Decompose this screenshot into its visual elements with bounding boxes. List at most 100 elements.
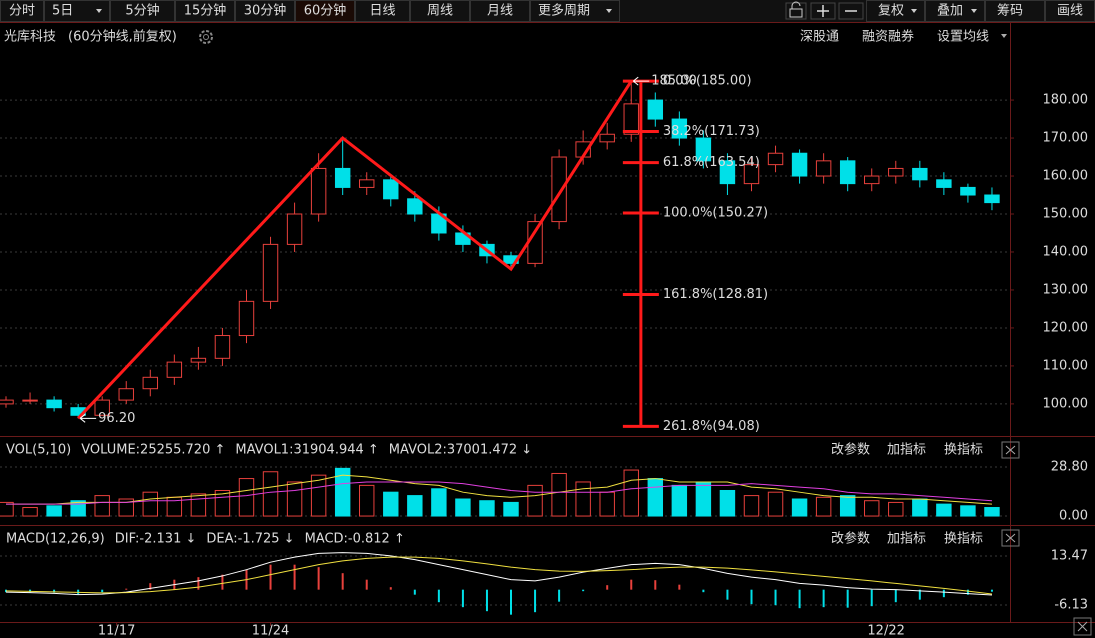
indicator-button[interactable]: 换指标: [944, 443, 983, 458]
candle-body: [286, 213, 303, 245]
volume-bar: [431, 488, 447, 517]
annotation-arrow: [632, 76, 650, 86]
toolbar-tab[interactable]: [110, 0, 175, 22]
candle-body: [527, 221, 543, 264]
zoom-in-button[interactable]: [810, 2, 836, 20]
candle-body: [214, 335, 231, 359]
y-tick-label: 160.00: [1043, 169, 1089, 184]
zoom-out-button[interactable]: [838, 2, 864, 20]
fib-label: 100.0%(150.27): [663, 205, 768, 220]
toolbar-button-label: 筹码: [997, 3, 1023, 19]
y-tick-label: 120.00: [1043, 320, 1089, 335]
header-link[interactable]: 设置均线: [937, 30, 989, 45]
x-tick-label: 11/24: [252, 624, 289, 638]
indicator-header: MAVOL2:37001.472 ↓: [389, 443, 532, 458]
scroll-corner[interactable]: [1073, 617, 1092, 636]
toolbar-tab[interactable]: [0, 0, 44, 22]
toolbar-tab[interactable]: [530, 0, 620, 22]
y-tick-label: 100.00: [1043, 396, 1089, 411]
indicator-button[interactable]: 改参数: [831, 442, 870, 458]
indicator-button[interactable]: 改参数: [831, 531, 870, 547]
toolbar-tab[interactable]: [410, 0, 470, 22]
volume-bar: [0, 501, 14, 517]
toolbar-tab[interactable]: [175, 0, 235, 22]
candle-body: [767, 152, 784, 166]
y-tick-label: 13.47: [1051, 549, 1088, 564]
y-tick-label: 140.00: [1043, 244, 1089, 259]
toolbar-tab[interactable]: [44, 0, 110, 22]
indicator-button[interactable]: 加指标: [887, 532, 926, 547]
volume-bar: [647, 478, 664, 517]
volume-bar: [479, 500, 495, 517]
fib-label: 38.2%(171.73): [663, 124, 760, 139]
volume-bar: [142, 491, 159, 517]
candle-body: [864, 175, 880, 185]
dropdown-arrow: [971, 9, 977, 13]
toolbar-button-label: 复权: [878, 3, 904, 19]
annotation-label: 96.20: [98, 411, 135, 426]
indicator-header: VOL(5,10): [6, 443, 71, 458]
candle-body: [407, 198, 423, 215]
button-frame: [1001, 441, 1020, 459]
toolbar-tab[interactable]: [470, 0, 530, 22]
y-tick-label: 110.00: [1043, 358, 1089, 373]
volume-bar: [743, 495, 760, 517]
indicator-button[interactable]: 换指标: [944, 532, 983, 547]
toolbar-tab-label: 30分钟: [244, 3, 287, 19]
candle-body: [695, 137, 712, 162]
close-vol[interactable]: [1001, 441, 1020, 459]
settings-icon[interactable]: [199, 30, 213, 44]
candle-body: [936, 179, 952, 188]
candle-body: [551, 156, 567, 223]
volume-bar: [383, 491, 399, 517]
candle-body: [22, 399, 38, 402]
chart-subtitle: (60分钟线,前复权): [68, 29, 177, 45]
volume-bar: [286, 481, 303, 517]
y-tick-label: 150.00: [1043, 207, 1089, 222]
annotation-label: 185.00: [651, 74, 697, 89]
toolbar-button[interactable]: [866, 0, 925, 22]
volume-bar: [912, 498, 928, 517]
button-frame: [785, 2, 807, 20]
volume-bar: [864, 500, 880, 517]
toolbar-tab-label: 5日: [52, 4, 73, 19]
volume-bar: [334, 467, 351, 517]
toolbar-tab[interactable]: [295, 0, 355, 22]
volume-bar: [407, 495, 423, 517]
indicator-line: [6, 552, 992, 596]
toolbar-tab-label: 15分钟: [184, 3, 227, 19]
indicator-button[interactable]: 加指标: [887, 443, 926, 458]
toolbar-button[interactable]: [925, 0, 985, 22]
button-frame: [838, 2, 864, 20]
toolbar-button-label: 叠加: [937, 4, 963, 19]
x-tick-label: 12/22: [867, 624, 904, 638]
indicator-line: [6, 556, 993, 595]
button-frame: [1073, 617, 1092, 636]
close-macd[interactable]: [1001, 529, 1020, 547]
toolbar-button[interactable]: [985, 0, 1045, 22]
stock-name: 光库科技: [4, 29, 56, 45]
volume-bar: [888, 501, 904, 517]
volume-bar: [22, 507, 38, 517]
toolbar-tab-label: 日线: [369, 4, 395, 19]
volume-bar: [310, 474, 327, 517]
candle-body: [359, 179, 375, 188]
candle-body: [912, 167, 928, 181]
volume-bar: [815, 496, 832, 517]
toolbar-tab[interactable]: [235, 0, 295, 22]
candle-body: [671, 118, 688, 139]
header-link[interactable]: 深股通: [800, 30, 839, 45]
indicator-line: [6, 481, 992, 505]
close-icon: [1005, 533, 1016, 543]
volume-bar: [527, 484, 543, 517]
y-tick-label: -6.13: [1054, 598, 1088, 613]
candle-body: [839, 160, 856, 185]
volume-bar: [936, 503, 952, 517]
lock-button[interactable]: [785, 1, 807, 20]
close-icon: [1077, 621, 1088, 632]
toolbar-tab[interactable]: [355, 0, 410, 22]
toolbar-button-label: 画线: [1057, 4, 1083, 19]
volume-bar: [839, 495, 856, 517]
header-link[interactable]: 融资融券: [862, 29, 914, 45]
